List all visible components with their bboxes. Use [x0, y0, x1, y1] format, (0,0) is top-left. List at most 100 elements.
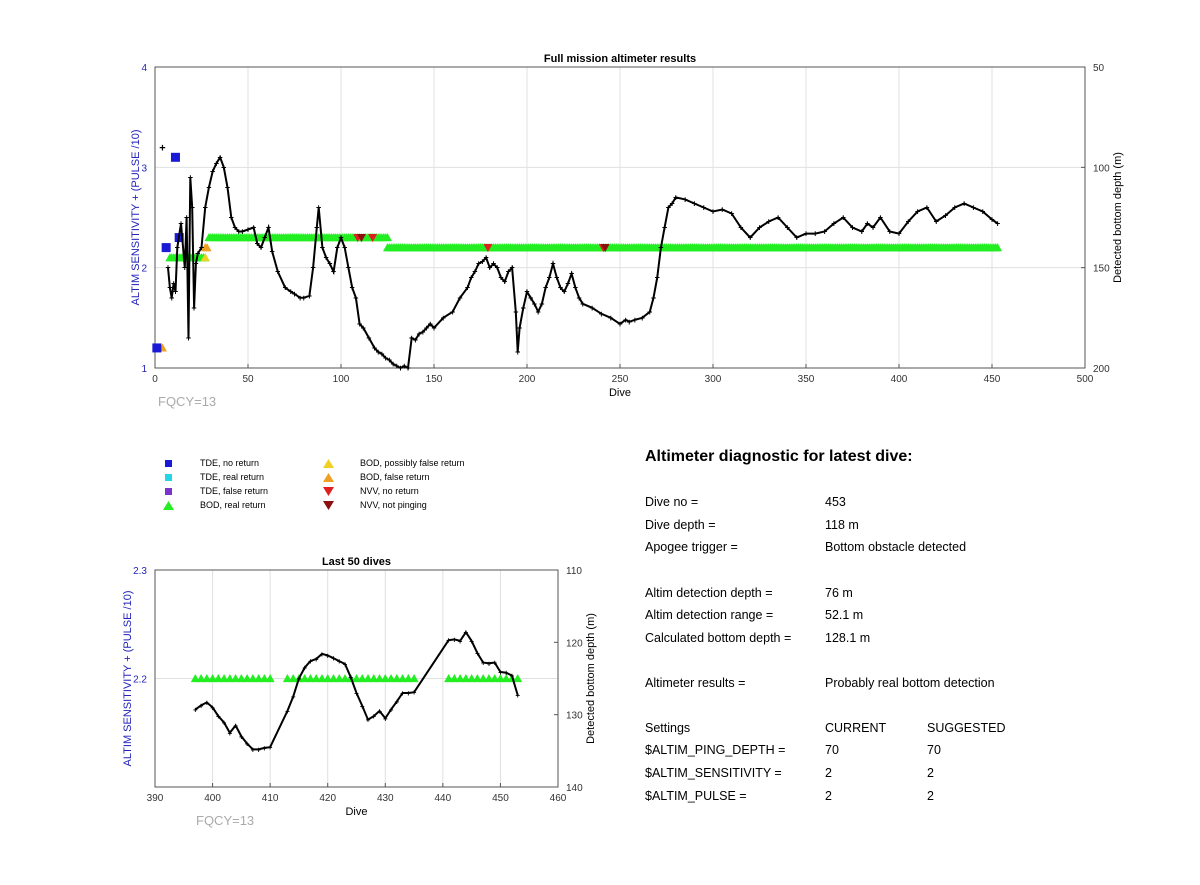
y2-tick-label: 100 — [1093, 163, 1110, 174]
legend-swatch — [165, 488, 172, 495]
marker-legend: TDE, no return TDE, real return TDE, false… — [160, 458, 500, 518]
bottom-depth-point: + — [314, 223, 319, 233]
bod-real-return-marker — [259, 674, 269, 683]
bottom-depth-point: + — [504, 669, 509, 678]
bottom-depth-point: + — [297, 675, 302, 684]
bottom-depth-point: + — [666, 202, 671, 212]
legend-triangle-up-icon — [163, 501, 174, 510]
bottom-depth-point: + — [532, 299, 537, 309]
bottom-depth-point: + — [331, 267, 336, 277]
y2-tick-label: 50 — [1093, 63, 1105, 74]
bottom-depth-point: + — [350, 283, 355, 293]
bottom-depth-point: + — [757, 223, 762, 233]
bod-real-return-marker — [501, 674, 511, 683]
bottom-depth-point: + — [366, 716, 371, 725]
bottom-depth-point: + — [240, 227, 245, 237]
bottom-depth-point: + — [558, 283, 563, 293]
bod-real-return-marker — [242, 674, 252, 683]
bottom-depth-point: + — [245, 225, 250, 235]
bottom-depth-point: + — [193, 259, 198, 269]
bottom-depth-point: + — [171, 279, 176, 289]
bottom-depth-point: + — [366, 333, 371, 343]
bottom-depth-point: + — [608, 313, 613, 323]
legend-label: NVV, no return — [360, 486, 419, 496]
bod-real-return-marker — [352, 674, 361, 683]
bod-real-return-marker — [478, 674, 488, 683]
nvv-not-pinging-marker — [356, 233, 366, 243]
bottom-depth-point: + — [446, 636, 451, 645]
bottom-depth-point: + — [961, 198, 966, 208]
bottom-depth-line — [194, 630, 519, 751]
legend-triangle-up-icon — [323, 473, 334, 482]
bottom-depth-point: + — [335, 243, 340, 253]
bottom-depth-point: + — [409, 333, 414, 343]
bottom-depth-point: + — [337, 657, 342, 666]
bottom-depth-point: + — [865, 219, 870, 229]
bod-real-return-marker — [208, 674, 218, 683]
bod-real-return-marker — [993, 243, 1003, 252]
bottom-depth-point: + — [841, 213, 846, 223]
legend-swatch — [163, 501, 174, 510]
bottom-depth-point: + — [896, 229, 901, 239]
bottom-depth-point: + — [203, 202, 208, 212]
bottom-depth-point: + — [481, 659, 486, 668]
bottom-depth-point: + — [651, 293, 656, 303]
bottom-depth-point: + — [251, 745, 256, 754]
bod-real-return-marker — [490, 674, 500, 683]
bottom-depth-point: + — [475, 649, 480, 658]
bod-real-return-marker — [334, 674, 344, 683]
x-tick-label: 400 — [204, 793, 221, 804]
bottom-depth-point: + — [214, 158, 219, 168]
bottom-depth-point: + — [510, 672, 515, 681]
bottom-depth-point: + — [275, 267, 280, 277]
bottom-depth-point: + — [498, 273, 503, 283]
bod-real-return-marker — [300, 674, 310, 683]
x-tick-label: 420 — [319, 793, 336, 804]
bottom-depth-point: + — [361, 323, 366, 333]
x-tick-label: 350 — [798, 374, 815, 385]
bottom-depth-point: + — [924, 202, 929, 212]
bottom-depth-point: + — [346, 263, 351, 273]
bottom-depth-point: + — [406, 689, 411, 698]
bottom-depth-point: + — [204, 698, 209, 707]
fqcy-annotation: FQCY=13 — [196, 813, 254, 828]
bottom-depth-point: + — [655, 273, 660, 283]
bottom-depth-point: + — [383, 353, 388, 363]
y2-tick-label: 120 — [566, 638, 583, 649]
bod-real-return-marker — [467, 674, 477, 683]
bottom-depth-point: + — [316, 202, 321, 212]
x-tick-label: 400 — [891, 374, 908, 385]
bod-real-return-marker — [409, 674, 419, 683]
bod-real-return-marker — [455, 674, 465, 683]
bottom-depth-point: + — [589, 303, 594, 313]
bottom-depth-point: + — [216, 712, 221, 721]
x-tick-label: 390 — [147, 793, 164, 804]
bottom-depth-point: + — [524, 287, 529, 297]
x-tick-label: 100 — [333, 374, 350, 385]
x-tick-label: 430 — [377, 793, 394, 804]
bod-real-return-marker — [380, 674, 390, 683]
bod-real-return-marker — [282, 674, 292, 683]
bottom-depth-point: + — [887, 227, 892, 237]
bottom-depth-point: + — [258, 243, 263, 253]
bottom-depth-point: + — [701, 202, 706, 212]
bottom-depth-point: + — [483, 253, 488, 263]
diagnostic-title: Altimeter diagnostic for latest dive: — [645, 448, 913, 465]
bottom-depth-point: + — [565, 279, 570, 289]
bottom-depth-point: + — [308, 657, 313, 666]
bottom-depth-point: + — [822, 227, 827, 237]
bottom-depth-point: + — [554, 273, 559, 283]
bottom-depth-point: + — [491, 259, 496, 269]
bottom-depth-point: + — [943, 210, 948, 220]
bottom-depth-point: + — [487, 263, 492, 273]
plot-frame — [154, 569, 559, 788]
bottom-depth-point: + — [775, 213, 780, 223]
bod-real-return-marker — [495, 674, 505, 683]
bottom-depth-point: + — [859, 227, 864, 237]
last-50-dives-chart: Last 50 dives 390 400 410 420 430 440 450 460 Div… — [122, 556, 597, 828]
bottom-depth-point: + — [301, 293, 306, 303]
y-axis-label: ALTIM SENSITIVITY + (PULSE /10) — [122, 591, 134, 767]
chart-title: Last 50 dives — [322, 556, 391, 568]
x-tick-label: 450 — [492, 793, 509, 804]
bottom-depth-point: + — [383, 714, 388, 723]
